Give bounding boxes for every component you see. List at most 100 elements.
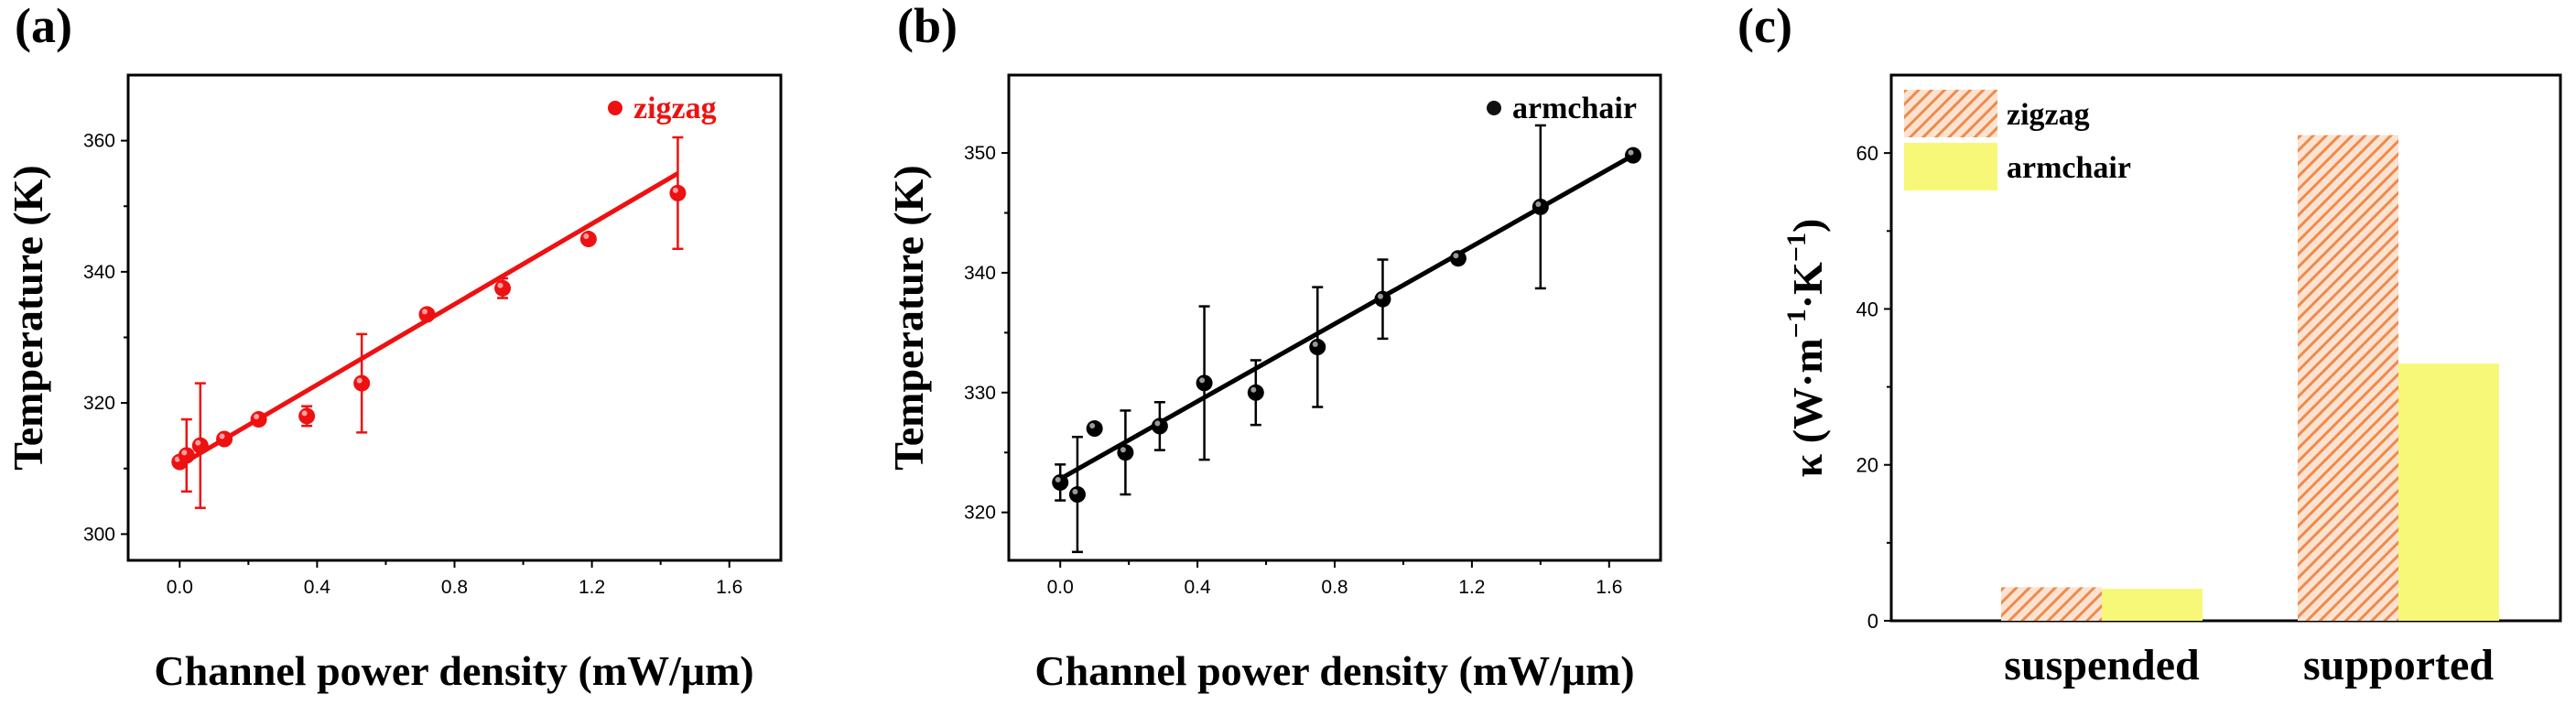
panel-c-legend-swatch-armchair (1904, 143, 1997, 190)
panel-b-y-tick-label: 320 (964, 503, 996, 524)
panel-a-y-tick-label: 300 (83, 524, 115, 545)
panel-a-y-tick-label: 360 (83, 131, 115, 152)
panel-a-data-point (178, 447, 195, 464)
panel-a-ticks: 0.0 0.4 0.8 1.2 1.6 300 320 340 360 (83, 131, 742, 598)
panel-c-y-tick-label: 40 (1856, 298, 1878, 320)
panel-a-data-point-highlight (254, 414, 260, 420)
panel-b-legend-marker (1487, 101, 1501, 115)
panel-b-data-point-highlight (1089, 423, 1096, 429)
panel-c-y-axis-title-main: κ (W·m (1784, 338, 1831, 477)
panel-b-x-tick-label: 0.8 (1321, 577, 1348, 598)
panel-c-ticks: 0 20 40 60 (1856, 142, 1891, 633)
panel-b-data-point (1374, 290, 1391, 308)
panel-a-data-point-highlight (181, 450, 188, 456)
panel-b-data-point (1117, 444, 1134, 461)
panel-a-data-point-highlight (195, 439, 201, 446)
panel-a-y-tick-label: 340 (83, 262, 115, 283)
panel-a-data-point (216, 430, 233, 448)
panel-c-legend-label-armchair: armchair (2007, 151, 2131, 185)
panel-b-data-point (1532, 198, 1549, 215)
panel-a-x-tick-label: 1.2 (579, 577, 605, 598)
panel-a-x-tick-label: 0.8 (441, 577, 468, 598)
panel-b-data-point-highlight (1072, 489, 1078, 495)
panel-c-legend-label-zigzag: zigzag (2007, 98, 2090, 132)
panel-c-bar-zigzag-supported (2298, 135, 2398, 621)
panel-b-data-point-highlight (1535, 201, 1542, 207)
panel-c-y-tick-label: 0 (1867, 610, 1878, 633)
panel-b-data-point (1086, 420, 1103, 438)
panel-c-y-axis-title-sup2: −1 (1781, 233, 1812, 262)
panel-c: (c) 0 20 40 60 zigzag armchair suspended su… (1737, 0, 2562, 689)
panel-c-bar-zigzag-suspended (2001, 587, 2102, 621)
panel-b-data (1052, 124, 1642, 554)
panel-b-legend: armchair (1487, 92, 1637, 125)
panel-b: (b) 0.0 0.4 0.8 1.2 1.6 320 330 340 350 armchair… (885, 0, 1662, 694)
panel-b-data-point-highlight (1312, 342, 1318, 348)
panel-a-data-point (191, 437, 209, 454)
panel-b-data-point (1309, 339, 1326, 356)
panel-a-data-point (494, 279, 512, 297)
panel-b-data-point-highlight (1453, 253, 1459, 259)
panel-a-data-point-highlight (301, 410, 308, 417)
panel-c-y-axis-title-end: ) (1784, 219, 1831, 233)
panel-c-y-axis-title-sup1: −1 (1781, 309, 1812, 338)
panel-a-legend: zigzag (608, 92, 717, 125)
panel-a-label: (a) (15, 0, 72, 53)
panel-b-data-point-highlight (1628, 149, 1634, 156)
panel-b-data-point-highlight (1055, 476, 1061, 483)
panel-c-label: (c) (1737, 0, 1792, 53)
panel-b-data-point-highlight (1199, 377, 1206, 384)
panel-a: (a) 0.0 0.4 0.8 1.2 1.6 300 320 340 360 zigzag C… (5, 0, 783, 694)
panel-c-category-supported: supported (2303, 641, 2494, 689)
panel-b-y-axis-title: Temperature (K) (885, 165, 932, 470)
panel-a-data-point (298, 407, 316, 425)
panel-b-data-point (1052, 473, 1069, 491)
panel-c-y-tick-label: 20 (1856, 454, 1878, 477)
panel-c-legend: zigzag armchair (1904, 90, 2131, 190)
panel-b-legend-label: armchair (1512, 92, 1637, 125)
panel-a-data (171, 136, 687, 509)
panel-b-data-point (1196, 374, 1213, 392)
panel-a-x-tick-label: 0.4 (304, 577, 331, 598)
panel-b-data-point (1247, 384, 1264, 401)
panel-a-data-point-highlight (672, 187, 678, 193)
panel-b-data-point (1068, 486, 1086, 504)
panel-a-x-axis-title: Channel power density (mW/μm) (154, 647, 753, 694)
panel-b-x-tick-label: 1.6 (1596, 577, 1622, 598)
panel-c-bar-armchair-supported (2398, 363, 2499, 621)
panel-b-x-axis-title: Channel power density (mW/μm) (1034, 647, 1634, 694)
panel-b-label: (b) (897, 0, 958, 53)
panel-b-data-point-highlight (1154, 420, 1161, 427)
panel-b-y-tick-label: 330 (964, 383, 996, 404)
panel-c-y-axis-title-mid: ·K (1784, 262, 1831, 309)
panel-a-x-tick-label: 1.6 (716, 577, 742, 598)
panel-b-x-tick-label: 0.4 (1185, 577, 1212, 598)
panel-b-plot-frame (1007, 73, 1662, 562)
panel-c-y-axis-title: κ (W·m−1·K−1) (1781, 219, 1831, 478)
panel-a-plot-frame (126, 73, 783, 562)
panel-a-legend-marker (608, 101, 622, 115)
panel-c-y-tick-label: 60 (1856, 142, 1878, 165)
panel-b-data-point (1151, 418, 1168, 435)
panel-c-plot-frame (1889, 73, 2562, 623)
panel-b-data-point (1449, 250, 1467, 267)
panel-b-x-tick-label: 0.0 (1047, 577, 1074, 598)
panel-a-legend-label: zigzag (633, 92, 717, 125)
panel-a-data-point-highlight (219, 433, 225, 439)
panel-b-y-tick-label: 340 (964, 263, 996, 284)
panel-a-y-axis-title: Temperature (K) (5, 165, 51, 470)
panel-a-data-point (353, 374, 371, 392)
panel-a-x-tick-label: 0.0 (167, 577, 193, 598)
panel-a-data-point (669, 184, 687, 201)
panel-c-bar-armchair-suspended (2102, 589, 2203, 621)
panel-a-data-point (418, 306, 436, 323)
panel-b-data-point-highlight (1250, 386, 1257, 393)
panel-b-ticks: 0.0 0.4 0.8 1.2 1.6 320 330 340 350 (964, 143, 1622, 598)
panel-a-data-point-highlight (356, 377, 363, 384)
panel-b-x-tick-label: 1.2 (1458, 577, 1485, 598)
panel-a-data-point-highlight (497, 282, 503, 288)
panel-b-y-tick-label: 350 (964, 143, 996, 164)
panel-a-data-point (250, 411, 267, 428)
panel-b-data-point-highlight (1120, 447, 1126, 453)
panel-a-data-point (579, 231, 597, 248)
